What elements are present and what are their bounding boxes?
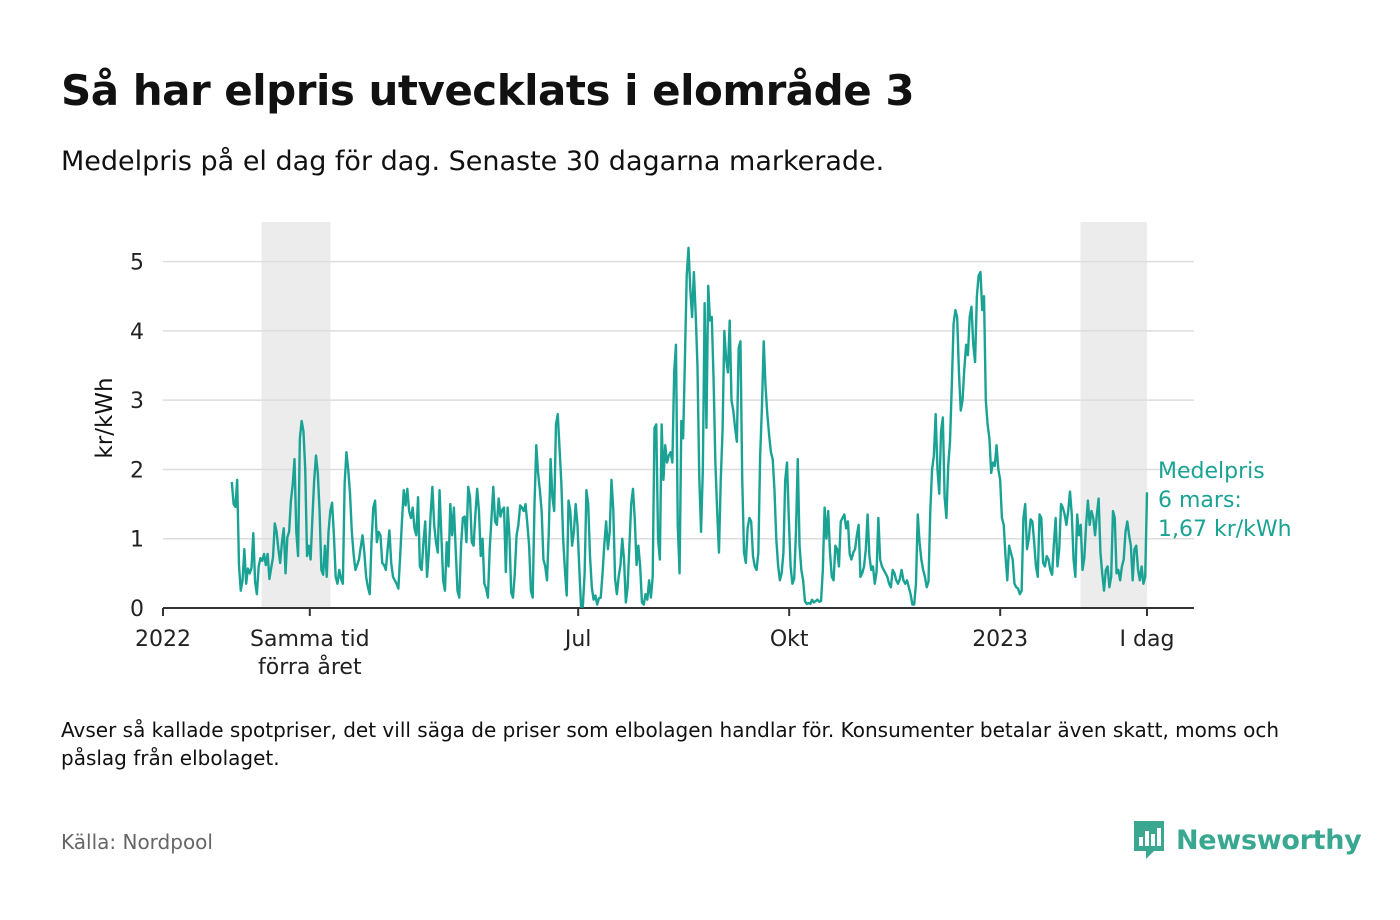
- annotation-line-2: 6 mars:: [1158, 488, 1242, 513]
- x-tick-label-1: Samma tid: [250, 627, 370, 652]
- y-axis-label: kr/kWh: [92, 377, 118, 458]
- newsworthy-logo-icon: [1134, 821, 1164, 859]
- x-tick-label-4: 2023: [972, 627, 1028, 652]
- chart-subtitle: Medelpris på el dag för dag. Senaste 30 …: [61, 146, 885, 177]
- y-tick-label-3: 3: [130, 389, 144, 414]
- y-tick-label-5: 5: [130, 251, 144, 276]
- y-tick-label-0: 0: [130, 597, 144, 622]
- newsworthy-logo: Newsworthy: [1132, 818, 1362, 862]
- y-tick-label-1: 1: [130, 528, 144, 553]
- series-line: [230, 246, 1149, 608]
- y-tick-label-4: 4: [130, 320, 144, 345]
- annotation-line-3: 1,67 kr/kWh: [1158, 517, 1292, 542]
- highlight-range-1: [1080, 222, 1147, 608]
- chart-title: Så har elpris utvecklats i elområde 3: [61, 66, 915, 115]
- y-axis-ticks: 0 1 2 3 4 5: [130, 251, 144, 622]
- x-tick-label-5: I dag: [1120, 627, 1175, 652]
- x-tick-label-1-line2: förra året: [258, 654, 362, 680]
- annotation-line-1: Medelpris: [1158, 459, 1265, 484]
- x-tick-label-3: Okt: [770, 627, 809, 652]
- newsworthy-logo-text: Newsworthy: [1176, 824, 1362, 856]
- highlight-ranges: [261, 222, 1147, 608]
- y-tick-label-2: 2: [130, 458, 144, 483]
- x-tick-label-2: Jul: [563, 627, 592, 652]
- source-text: Källa: Nordpool: [61, 830, 213, 854]
- x-tick-label-0: 2022: [135, 627, 191, 652]
- footnote: Avser så kallade spotpriser, det vill sä…: [61, 718, 1280, 770]
